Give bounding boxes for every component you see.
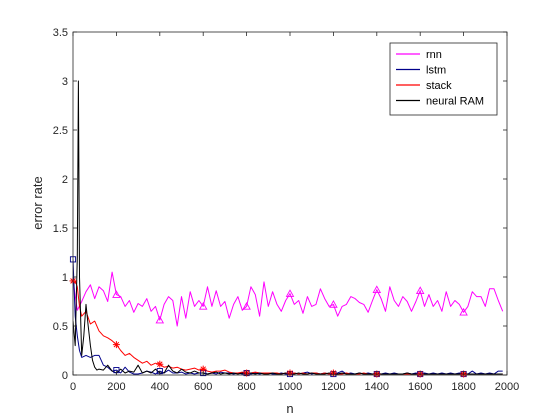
x-tick-label: 200: [107, 381, 125, 393]
data-point-rnn: [112, 290, 121, 298]
x-tick-label: 1400: [365, 381, 389, 393]
x-tick-label: 0: [70, 381, 76, 393]
data-point-stack-stroke: [200, 366, 207, 372]
y-tick-label: 1.5: [53, 223, 68, 235]
axis-layer: 0 200 400 600 800 1000 1200 1400 1600 1800 2000 0 0.…: [53, 27, 520, 393]
data-point-rnn: [198, 301, 208, 310]
y-tick-label: 3: [62, 76, 68, 88]
legend-label: lstm: [426, 65, 446, 77]
x-tick-label: 1200: [321, 381, 345, 393]
x-tick-label: 600: [194, 381, 212, 393]
y-tick-label: 1: [62, 272, 68, 284]
data-point-rnn: [242, 301, 251, 310]
x-tick-label: 1800: [451, 381, 475, 393]
x-tick-label: 800: [237, 381, 255, 393]
data-point-rnn: [329, 300, 338, 308]
y-axis-title: error rate: [30, 176, 45, 229]
data-point-rnn: [285, 289, 295, 297]
data-point-rnn: [155, 315, 165, 324]
y-tick-label: 3.5: [53, 27, 68, 39]
x-axis-title: n: [286, 401, 293, 416]
series-line-rnn: [73, 271, 504, 327]
data-point-stack: [112, 341, 120, 349]
y-tick-label: 2.5: [53, 125, 68, 137]
x-tick-label: 2000: [495, 381, 519, 393]
legend-label: stack: [426, 80, 452, 92]
y-tick-label: 0: [62, 370, 68, 382]
data-point-stack-stroke: [156, 361, 163, 368]
x-tick-label: 1000: [278, 381, 302, 393]
legend-label: rnn: [426, 49, 442, 61]
data-point-rnn: [372, 285, 382, 293]
y-tick-label: 0.5: [53, 321, 68, 333]
legend: rnn lstm stack neural RAM: [389, 42, 498, 116]
x-tick-label: 1600: [408, 381, 432, 393]
data-point-stack: [156, 360, 164, 368]
legend-box: [389, 42, 498, 116]
data-point-rnn: [415, 286, 425, 294]
y-tick-label: 2: [62, 174, 68, 186]
data-point-rnn: [459, 307, 468, 316]
legend-label: neural RAM: [426, 96, 484, 108]
x-tick-label: 400: [151, 381, 169, 393]
data-point-stack-stroke: [113, 341, 120, 348]
